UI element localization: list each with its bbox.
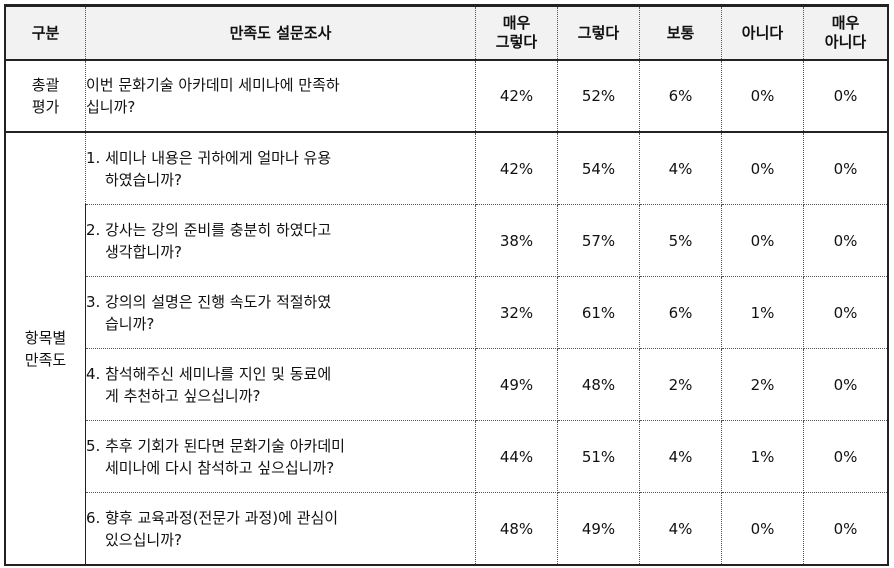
overall-category-line1: 총괄	[31, 76, 60, 94]
question-line: 십니까?	[86, 98, 136, 116]
satisfaction-survey-table: 구분 만족도 설문조사 매우 그렇다 그렇다 보통 아니다 매우 아니다 총괄 …	[4, 4, 889, 566]
value-neutral: 6%	[639, 59, 722, 133]
item-question: 1. 세미나 내용은 귀하에게 얼마나 유용 하였습니까?	[85, 131, 476, 205]
header-neutral: 보통	[639, 5, 722, 61]
header-category: 구분	[5, 5, 86, 61]
overall-category-line2: 평가	[31, 98, 60, 116]
value-neutral: 4%	[639, 492, 722, 565]
header-row: 구분 만족도 설문조사 매우 그렇다 그렇다 보통 아니다 매우 아니다	[5, 5, 888, 61]
value-no: 1%	[721, 276, 804, 349]
value-very-yes: 32%	[475, 276, 558, 349]
value-very-no: 0%	[803, 420, 888, 493]
value-yes: 54%	[557, 131, 640, 205]
value-no: 0%	[721, 204, 804, 277]
value-very-yes: 44%	[475, 420, 558, 493]
value-no: 1%	[721, 420, 804, 493]
question-line: 6. 향후 교육과정(전문가 과정)에 관심이	[86, 508, 339, 527]
table-row: 6. 향후 교육과정(전문가 과정)에 관심이 있으십니까? 48% 49% 4…	[6, 492, 888, 565]
header-very-no-line2: 아니다	[824, 33, 867, 51]
overall-question: 이번 문화기술 아카데미 세미나에 만족하 십니까?	[85, 59, 476, 133]
value-very-no: 0%	[803, 59, 888, 133]
value-yes: 61%	[557, 276, 640, 349]
value-very-no: 0%	[803, 348, 888, 421]
value-no: 0%	[721, 59, 804, 133]
value-very-no: 0%	[803, 131, 888, 205]
items-category-line2: 만족도	[24, 350, 67, 369]
question-line: 4. 참석해주신 세미나를 지인 및 동료에	[86, 364, 332, 383]
question-line: 게 추천하고 싶으십니까?	[105, 386, 261, 405]
value-no: 2%	[721, 348, 804, 421]
overall-row: 총괄 평가 이번 문화기술 아카데미 세미나에 만족하 십니까? 42% 52%…	[5, 59, 888, 133]
item-question: 4. 참석해주신 세미나를 지인 및 동료에 게 추천하고 싶으십니까?	[85, 348, 476, 421]
value-yes: 51%	[557, 420, 640, 493]
table-row: 5. 추후 기회가 된다면 문화기술 아카데미 세미나에 다시 참석하고 싶으십…	[6, 420, 888, 493]
value-neutral: 4%	[639, 420, 722, 493]
value-very-yes: 42%	[475, 131, 558, 205]
header-very-no-line1: 매우	[831, 14, 860, 32]
item-question: 2. 강사는 강의 준비를 충분히 하였다고 생각합니까?	[85, 204, 476, 277]
value-neutral: 4%	[639, 131, 722, 205]
overall-category: 총괄 평가	[5, 59, 86, 133]
value-yes: 48%	[557, 348, 640, 421]
header-very-yes-line2: 그렇다	[495, 33, 538, 51]
value-very-yes: 42%	[475, 59, 558, 133]
value-very-yes: 38%	[475, 204, 558, 277]
table-row: 3. 강의의 설명은 진행 속도가 적절하였 습니까? 32% 61% 6% 1…	[6, 276, 888, 349]
question-line: 5. 추후 기회가 된다면 문화기술 아카데미	[86, 436, 345, 455]
value-neutral: 2%	[639, 348, 722, 421]
question-line: 1. 세미나 내용은 귀하에게 얼마나 유용	[86, 148, 332, 167]
header-question: 만족도 설문조사	[85, 5, 476, 61]
value-very-yes: 49%	[475, 348, 558, 421]
header-very-yes-line1: 매우	[502, 14, 531, 32]
header-yes: 그렇다	[557, 5, 640, 61]
value-very-no: 0%	[803, 204, 888, 277]
question-line: 생각합니까?	[105, 242, 182, 261]
table-row: 항목별 만족도 1. 세미나 내용은 귀하에게 얼마나 유용 하였습니까? 42…	[5, 131, 888, 565]
value-yes: 49%	[557, 492, 640, 565]
value-very-no: 0%	[803, 492, 888, 565]
table-row: 4. 참석해주신 세미나를 지인 및 동료에 게 추천하고 싶으십니까? 49%…	[6, 348, 888, 421]
question-line: 2. 강사는 강의 준비를 충분히 하였다고	[86, 220, 332, 239]
items-category: 항목별 만족도	[5, 131, 86, 565]
question-line: 있으십니까?	[105, 530, 182, 549]
header-no: 아니다	[721, 5, 804, 61]
value-yes: 57%	[557, 204, 640, 277]
value-very-no: 0%	[803, 276, 888, 349]
question-line: 습니까?	[105, 314, 155, 333]
question-line: 3. 강의의 설명은 진행 속도가 적절하였	[86, 292, 332, 311]
question-line: 이번 문화기술 아카데미 세미나에 만족하	[86, 76, 340, 94]
item-question: 6. 향후 교육과정(전문가 과정)에 관심이 있으십니까?	[85, 492, 476, 565]
header-very-no: 매우 아니다	[803, 5, 888, 61]
value-neutral: 5%	[639, 204, 722, 277]
value-no: 0%	[721, 492, 804, 565]
value-yes: 52%	[557, 59, 640, 133]
question-line: 세미나에 다시 참석하고 싶으십니까?	[105, 458, 335, 477]
table-row: 2. 강사는 강의 준비를 충분히 하였다고 생각합니까? 38% 57% 5%…	[6, 204, 888, 277]
item-question: 5. 추후 기회가 된다면 문화기술 아카데미 세미나에 다시 참석하고 싶으십…	[85, 420, 476, 493]
items-category-line1: 항목별	[24, 328, 67, 347]
value-very-yes: 48%	[475, 492, 558, 565]
value-no: 0%	[721, 131, 804, 205]
header-very-yes: 매우 그렇다	[475, 5, 558, 61]
value-neutral: 6%	[639, 276, 722, 349]
question-line: 하였습니까?	[105, 170, 182, 189]
item-question: 3. 강의의 설명은 진행 속도가 적절하였 습니까?	[85, 276, 476, 349]
